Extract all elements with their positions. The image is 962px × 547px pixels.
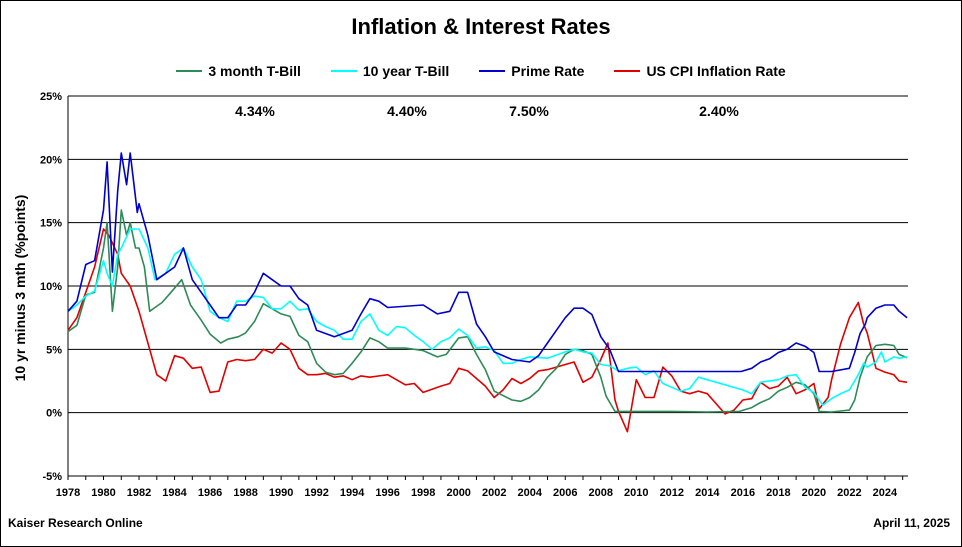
- x-tick-label: 1994: [340, 487, 365, 499]
- x-tick-label: 2000: [446, 487, 470, 499]
- legend-label-tbill-3m: 3 month T-Bill: [208, 63, 301, 79]
- legend-item-cpi: US CPI Inflation Rate: [614, 63, 786, 79]
- legend-label-prime: Prime Rate: [511, 63, 585, 79]
- y-tick-label: -5%: [42, 471, 62, 483]
- x-tick-label: 1980: [91, 487, 115, 499]
- x-tick-label: 2016: [731, 487, 755, 499]
- y-tick-label: 10%: [40, 281, 62, 293]
- x-tick-label: 1996: [375, 487, 399, 499]
- legend-swatch-tbill-10y: [330, 70, 357, 72]
- y-tick-label: 15%: [40, 218, 62, 230]
- legend-swatch-tbill-3m: [176, 70, 203, 72]
- legend-label-tbill-10y: 10 year T-Bill: [362, 63, 450, 79]
- x-tick-label: 2022: [837, 487, 861, 499]
- x-tick-label: 2018: [766, 487, 790, 499]
- x-tick-label: 2006: [553, 487, 577, 499]
- x-tick-label: 2014: [695, 487, 720, 499]
- legend-swatch-cpi: [614, 70, 641, 72]
- current-value-annotation: 4.40%: [387, 103, 427, 119]
- x-tick-label: 1992: [304, 487, 328, 499]
- x-tick-label: 1998: [411, 487, 435, 499]
- footer-source: Kaiser Research Online: [8, 516, 143, 530]
- y-tick-label: 25%: [40, 91, 62, 103]
- series-line-prime-rate: [67, 152, 908, 373]
- legend-item-prime: Prime Rate: [479, 63, 584, 79]
- x-tick-label: 1978: [56, 487, 80, 499]
- current-value-annotation: 2.40%: [699, 103, 739, 119]
- current-value-annotation: 4.34%: [235, 103, 275, 119]
- legend-item-tbill-3m: 3 month T-Bill: [176, 63, 301, 79]
- legend-swatch-prime: [479, 70, 506, 72]
- x-tick-label: 2010: [624, 487, 648, 499]
- series-line-10-year-t-bill: [67, 228, 908, 406]
- chart-title: Inflation & Interest Rates: [351, 14, 611, 39]
- legend: 3 month T-Bill 10 year T-Bill Prime Rate…: [0, 63, 962, 79]
- x-tick-label: 2012: [660, 487, 684, 499]
- y-tick-label: 5%: [46, 344, 62, 356]
- x-tick-label: 1988: [233, 487, 257, 499]
- x-tick-label: 2004: [517, 487, 542, 499]
- series-line-us-cpi-inflation-rate: [67, 228, 908, 433]
- current-value-annotation: 7.50%: [509, 103, 549, 119]
- x-tick-label: 1990: [269, 487, 293, 499]
- x-tick-label: 2024: [873, 487, 898, 499]
- footer-date: April 11, 2025: [873, 516, 950, 530]
- x-tick-label: 1982: [127, 487, 151, 499]
- x-tick-label: 1986: [198, 487, 222, 499]
- y-tick-label: 20%: [40, 154, 62, 166]
- x-tick-label: 2002: [482, 487, 506, 499]
- legend-label-cpi: US CPI Inflation Rate: [646, 63, 786, 79]
- series-line-3-month-t-bill: [67, 209, 908, 413]
- y-tick-label: 0%: [46, 408, 62, 420]
- x-tick-label: 2020: [802, 487, 826, 499]
- legend-item-tbill-10y: 10 year T-Bill: [330, 63, 450, 79]
- x-tick-label: 1984: [162, 487, 187, 499]
- x-tick-label: 2008: [589, 487, 613, 499]
